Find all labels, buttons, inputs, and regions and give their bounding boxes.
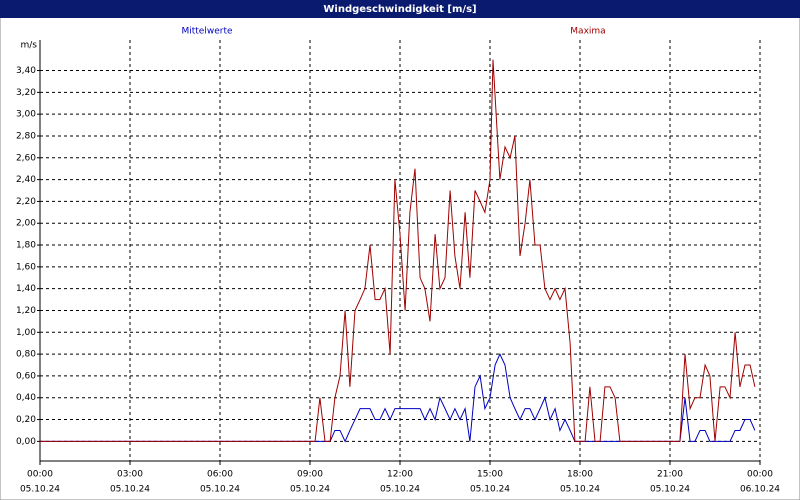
x-tick-label: 15:00 [477,470,503,480]
y-tick-label: 0,40 [16,393,36,403]
x-tick-date: 05.10.24 [560,485,600,495]
y-tick-label: 0,80 [16,350,36,360]
chart-title: Windgeschwindigkeit [m/s] [323,4,476,15]
y-tick-label: 3,20 [16,88,36,98]
x-tick-date: 05.10.24 [110,485,150,495]
y-tick-label: 2,60 [16,153,36,163]
x-tick-label: 18:00 [567,470,593,480]
x-tick-date: 05.10.24 [290,485,330,495]
x-tick-date: 05.10.24 [650,485,690,495]
x-tick-label: 21:00 [657,470,683,480]
x-tick-label: 09:00 [297,470,323,480]
legend-entry: Mittelwerte [181,27,232,37]
x-tick-date: 05.10.24 [380,485,420,495]
y-tick-label: 3,00 [16,110,36,120]
y-unit: m/s [21,41,38,51]
x-tick-label: 00:00 [747,470,773,480]
x-tick-label: 03:00 [117,470,143,480]
x-tick-label: 06:00 [207,470,233,480]
y-tick-label: 1,80 [16,241,36,251]
y-tick-label: 0,00 [16,437,36,447]
data-line [40,59,756,442]
x-tick-label: 12:00 [387,470,413,480]
y-tick-label: 1,40 [16,284,36,294]
y-tick-label: 2,00 [16,219,36,229]
y-tick-label: 2,20 [16,197,36,207]
legend-entry: Maxima [570,27,605,37]
y-tick-label: 0,20 [16,415,36,425]
y-tick-label: 1,20 [16,306,36,316]
y-tick-label: 2,40 [16,175,36,185]
y-tick-label: 3,40 [16,66,36,76]
data-line [40,352,756,443]
y-tick-label: 1,60 [16,262,36,272]
x-tick-date: 05.10.24 [20,485,60,495]
x-tick-label: 00:00 [27,470,53,480]
x-tick-date: 06.10.24 [740,485,780,495]
y-tick-label: 2,80 [16,131,36,141]
title-bar [0,0,800,18]
x-tick-date: 05.10.24 [200,485,240,495]
y-tick-label: 0,60 [16,371,36,381]
x-tick-date: 05.10.24 [470,485,510,495]
y-tick-label: 1,00 [16,328,36,338]
